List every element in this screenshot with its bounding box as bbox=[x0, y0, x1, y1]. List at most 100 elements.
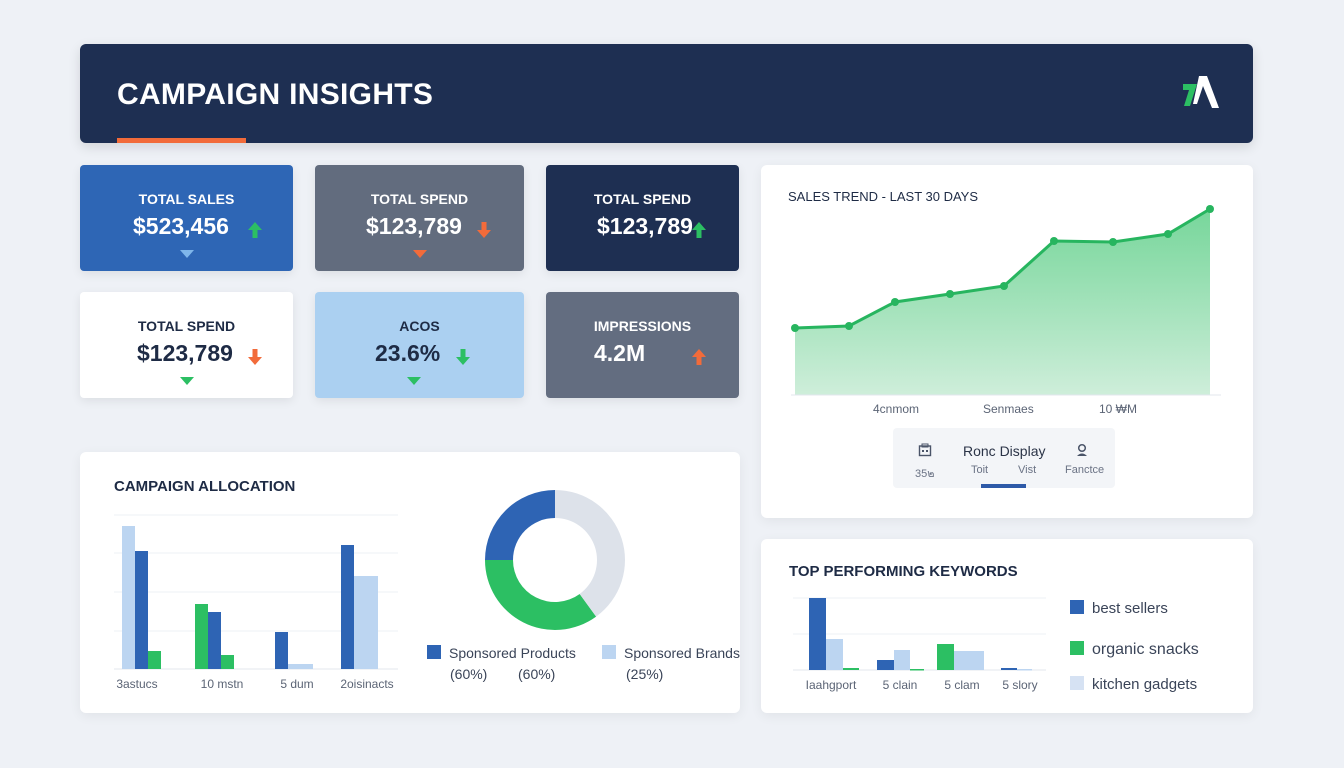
kpi-label: TOTAL SPEND bbox=[370, 191, 469, 207]
legend-item: Sponsored Brands bbox=[602, 645, 740, 661]
arrow-up-icon bbox=[248, 222, 262, 238]
trend-point[interactable] bbox=[791, 324, 799, 332]
legend-label: best sellers bbox=[1092, 600, 1168, 617]
trend-point[interactable] bbox=[891, 298, 899, 306]
donut-slice[interactable] bbox=[485, 490, 555, 560]
kpi-value: $123,789 bbox=[597, 213, 693, 239]
arrow-down-icon bbox=[248, 349, 262, 365]
bar[interactable] bbox=[354, 576, 378, 669]
legend-label: kitchen gadgets bbox=[1092, 676, 1198, 693]
x-tick-label: Iaahgport bbox=[806, 678, 857, 692]
bar[interactable] bbox=[208, 612, 221, 669]
keywords-title: TOP PERFORMING KEYWORDS bbox=[789, 563, 1018, 580]
kpi-label: TOTAL SPEND bbox=[137, 318, 236, 334]
trend-point[interactable] bbox=[1164, 230, 1172, 238]
tab-item[interactable]: 35๒ bbox=[915, 468, 935, 480]
tab-item[interactable]: Vist bbox=[1018, 464, 1037, 476]
page-title: CAMPAIGN INSIGHTS bbox=[117, 78, 434, 111]
x-tick-label: Senmaes bbox=[983, 402, 1034, 416]
trend-point[interactable] bbox=[946, 290, 954, 298]
legend-swatch bbox=[602, 645, 616, 659]
kpi-label: IMPRESSIONS bbox=[593, 318, 692, 334]
sales-trend-chart bbox=[791, 205, 1221, 396]
tab-item[interactable]: Fanctce bbox=[1065, 464, 1105, 476]
x-tick-label: 5 dum bbox=[280, 677, 313, 691]
legend-label: organic snacks bbox=[1092, 641, 1199, 658]
bar[interactable] bbox=[341, 545, 354, 669]
donut-slice[interactable] bbox=[555, 490, 625, 617]
bar[interactable] bbox=[122, 526, 135, 669]
bar[interactable] bbox=[826, 639, 843, 670]
kpi-card[interactable]: TOTAL SPEND $123,789 bbox=[315, 165, 524, 271]
kpi-card[interactable]: IMPRESSIONS 4.2M bbox=[546, 292, 739, 398]
bar[interactable] bbox=[843, 668, 859, 670]
legend-item: kitchen gadgets bbox=[1070, 676, 1197, 693]
kpi-label: ACOS bbox=[399, 318, 440, 334]
kpi-label: TOTAL SPEND bbox=[593, 191, 692, 207]
bar[interactable] bbox=[910, 669, 924, 671]
x-tick-label: 5 clam bbox=[944, 678, 979, 692]
calendar-icon bbox=[918, 443, 932, 457]
x-tick-label: 5 clain bbox=[883, 678, 918, 692]
tabs-heading: Ronc Display bbox=[963, 443, 1046, 459]
bar[interactable] bbox=[275, 632, 288, 669]
bar[interactable] bbox=[954, 651, 984, 670]
legend-pct: (60%) bbox=[450, 666, 488, 682]
bar[interactable] bbox=[937, 644, 954, 670]
bar[interactable] bbox=[809, 598, 826, 670]
trend-point[interactable] bbox=[1000, 282, 1008, 290]
x-tick-label: 3astucs bbox=[116, 677, 157, 691]
allocation-title: CAMPAIGN ALLOCATION bbox=[114, 478, 296, 495]
arrow-down-icon bbox=[477, 222, 491, 238]
bar[interactable] bbox=[1001, 668, 1017, 670]
tab-item[interactable]: Toit bbox=[971, 464, 989, 476]
bar[interactable] bbox=[288, 664, 313, 669]
arrow-up-icon bbox=[692, 349, 706, 365]
sales-trend-title: SALES TREND - LAST 30 DAYS bbox=[788, 189, 979, 204]
kpi-value: 23.6% bbox=[375, 340, 441, 366]
donut-slice[interactable] bbox=[485, 560, 597, 630]
legend-label: Sponsored Products bbox=[449, 645, 576, 661]
display-tabs: Ronc Display 35๒ Toit Vist Fanctce bbox=[893, 428, 1115, 488]
kpi-card[interactable]: ACOS 23.6% bbox=[315, 292, 524, 398]
bar[interactable] bbox=[877, 660, 894, 670]
x-tick-label: 4cnmom bbox=[873, 402, 920, 416]
legend-label: Sponsored Brands bbox=[624, 645, 740, 661]
title-underline bbox=[117, 138, 246, 143]
x-tick-label: 10 mstn bbox=[201, 677, 244, 691]
bar[interactable] bbox=[221, 655, 234, 669]
active-tab-indicator bbox=[981, 484, 1026, 488]
page-header: CAMPAIGN INSIGHTS bbox=[80, 44, 1253, 143]
x-tick-label: 2oisinacts bbox=[340, 677, 393, 691]
bar[interactable] bbox=[1017, 669, 1032, 671]
kpi-card[interactable]: TOTAL SALES $523,456 bbox=[80, 165, 293, 271]
trend-point[interactable] bbox=[1050, 237, 1058, 245]
trend-point[interactable] bbox=[1109, 238, 1117, 246]
trend-point[interactable] bbox=[845, 322, 853, 330]
kpi-card[interactable]: TOTAL SPEND $123,789 bbox=[546, 165, 739, 271]
trend-point[interactable] bbox=[1206, 205, 1214, 213]
trend-marker-icon bbox=[412, 250, 427, 258]
kpi-card[interactable]: TOTAL SPEND $123,789 bbox=[80, 292, 293, 398]
legend-item: organic snacks bbox=[1070, 641, 1199, 659]
top-keywords-card: TOP PERFORMING KEYWORDS Iaahgport 5 clain… bbox=[761, 539, 1253, 713]
keywords-chart: Iaahgport 5 clain 5 clam 5 slory bbox=[793, 597, 1046, 692]
legend-item: Sponsored Products bbox=[427, 645, 576, 661]
user-icon bbox=[1077, 443, 1087, 456]
legend-swatch bbox=[1070, 641, 1084, 655]
campaign-allocation-card: CAMPAIGN ALLOCATION 3astucs 10 mstn 5 dum 2… bbox=[80, 452, 740, 713]
legend-swatch bbox=[1070, 676, 1084, 690]
bar[interactable] bbox=[195, 604, 208, 669]
trend-area bbox=[795, 209, 1210, 395]
kpi-label: TOTAL SALES bbox=[138, 191, 235, 207]
bar[interactable] bbox=[135, 551, 148, 669]
kpi-value: 4.2M bbox=[594, 340, 646, 366]
kpi-value: $523,456 bbox=[133, 213, 229, 239]
trend-marker-icon bbox=[179, 250, 194, 258]
bar[interactable] bbox=[894, 650, 910, 670]
bar[interactable] bbox=[148, 651, 161, 669]
x-tick-label: 10 ₩M bbox=[1099, 402, 1138, 416]
trend-marker-icon bbox=[406, 377, 421, 385]
allocation-chart: 3astucs 10 mstn 5 dum 2oisinacts bbox=[114, 490, 625, 691]
legend-item: best sellers bbox=[1070, 600, 1168, 617]
